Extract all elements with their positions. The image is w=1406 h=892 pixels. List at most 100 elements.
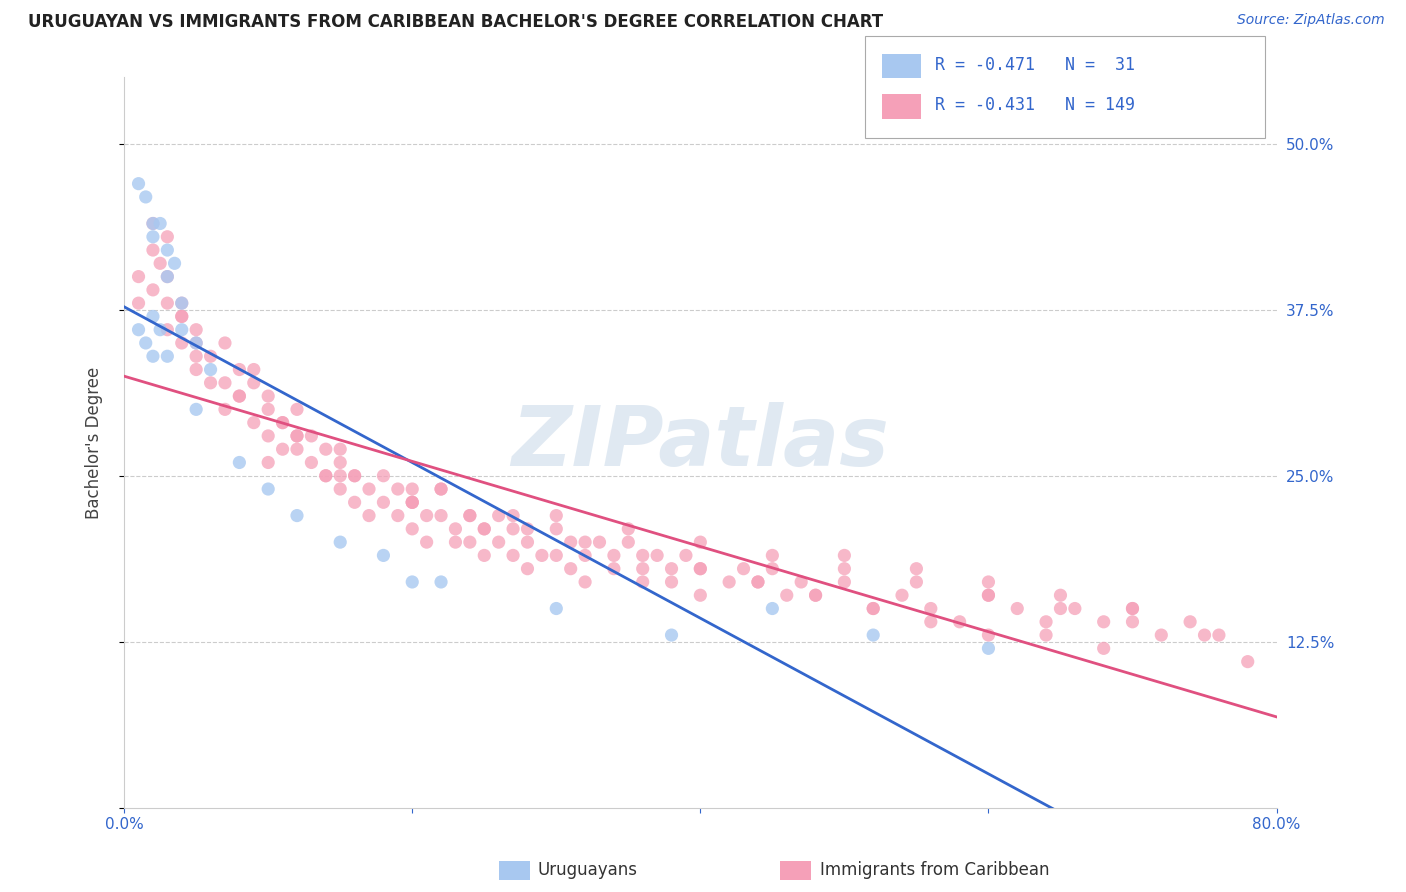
Point [862, 601, 884, 615]
Text: R = -0.431   N = 149: R = -0.431 N = 149 [935, 96, 1135, 114]
Point [285, 442, 308, 457]
Point [1035, 628, 1057, 642]
Point [242, 416, 264, 430]
Point [1150, 628, 1173, 642]
Point [228, 389, 250, 403]
Point [163, 256, 186, 270]
Point [343, 468, 366, 483]
Point [257, 455, 280, 469]
Point [661, 628, 683, 642]
Point [862, 601, 884, 615]
Point [689, 562, 711, 576]
Point [156, 243, 179, 257]
Point [905, 562, 928, 576]
Point [920, 601, 942, 615]
Point [949, 615, 972, 629]
Point [228, 389, 250, 403]
Point [516, 562, 538, 576]
Point [761, 549, 783, 563]
Point [156, 349, 179, 363]
Point [228, 362, 250, 376]
Point [862, 628, 884, 642]
Point [214, 402, 236, 417]
Point [329, 442, 352, 457]
Point [430, 508, 453, 523]
Point [315, 468, 337, 483]
Point [458, 508, 481, 523]
Point [1092, 641, 1115, 656]
Point [186, 349, 208, 363]
Point [257, 402, 280, 417]
Point [128, 296, 150, 310]
Point [128, 269, 150, 284]
Point [170, 323, 193, 337]
Point [257, 389, 280, 403]
Point [661, 562, 683, 576]
Point [834, 549, 856, 563]
Point [516, 522, 538, 536]
Text: ZIPatlas: ZIPatlas [512, 402, 889, 483]
Point [401, 574, 423, 589]
Point [560, 535, 582, 549]
Point [387, 482, 409, 496]
Point [285, 508, 308, 523]
Point [1178, 615, 1201, 629]
Point [689, 562, 711, 576]
Point [142, 349, 165, 363]
Point [747, 574, 769, 589]
Text: R = -0.471   N =  31: R = -0.471 N = 31 [935, 56, 1135, 74]
Point [834, 574, 856, 589]
Point [574, 535, 596, 549]
Point [373, 495, 395, 509]
Point [271, 416, 294, 430]
Point [834, 562, 856, 576]
Point [661, 574, 683, 589]
Point [920, 615, 942, 629]
Point [617, 522, 640, 536]
Point [603, 562, 626, 576]
Point [631, 549, 654, 563]
Point [200, 362, 222, 376]
Point [329, 468, 352, 483]
Point [142, 217, 165, 231]
Point [530, 549, 553, 563]
Point [128, 177, 150, 191]
Point [156, 269, 179, 284]
Text: Source: ZipAtlas.com: Source: ZipAtlas.com [1237, 13, 1385, 28]
Point [242, 376, 264, 390]
Point [502, 549, 524, 563]
Point [472, 549, 495, 563]
Text: Uruguayans: Uruguayans [537, 861, 637, 879]
Point [373, 549, 395, 563]
Point [488, 508, 510, 523]
Point [156, 323, 179, 337]
Point [1121, 615, 1143, 629]
Point [186, 336, 208, 351]
Point [170, 310, 193, 324]
Point [631, 562, 654, 576]
Point [149, 256, 172, 270]
Point [156, 229, 179, 244]
Point [415, 535, 437, 549]
Text: URUGUAYAN VS IMMIGRANTS FROM CARIBBEAN BACHELOR'S DEGREE CORRELATION CHART: URUGUAYAN VS IMMIGRANTS FROM CARIBBEAN B… [28, 13, 883, 31]
Point [357, 508, 380, 523]
Point [142, 310, 165, 324]
Point [1092, 615, 1115, 629]
Point [977, 641, 1000, 656]
Point [401, 495, 423, 509]
Point [142, 217, 165, 231]
Point [790, 574, 813, 589]
Point [675, 549, 697, 563]
Point [1121, 601, 1143, 615]
Point [804, 588, 827, 602]
Point [472, 522, 495, 536]
Point [1236, 655, 1258, 669]
Point [228, 455, 250, 469]
Point [1194, 628, 1216, 642]
Point [546, 508, 568, 523]
Point [458, 535, 481, 549]
Point [977, 588, 1000, 602]
Point [977, 628, 1000, 642]
Point [373, 468, 395, 483]
Point [401, 495, 423, 509]
